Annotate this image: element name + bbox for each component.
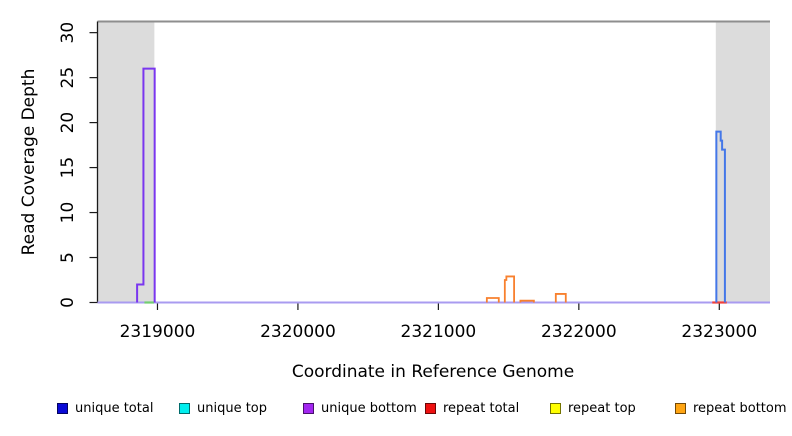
data-series xyxy=(97,67,770,304)
x-tick-label: 2322000 xyxy=(541,322,617,342)
legend-item-unique-total: unique total xyxy=(57,397,153,419)
legend-item-repeat-total: repeat total xyxy=(425,397,519,419)
legend-label: unique top xyxy=(197,400,268,416)
legend-label: repeat total xyxy=(443,400,520,416)
y-axis-title: Read Coverage Depth xyxy=(19,69,39,256)
repeat-top-swatch-icon xyxy=(550,402,561,414)
shaded-regions xyxy=(97,21,770,303)
unique-top-swatch-icon xyxy=(179,402,190,414)
repeat-bottom-swatch-icon xyxy=(675,402,686,414)
y-tick-label: 15 xyxy=(58,157,78,179)
unique-bottom-swatch-icon xyxy=(303,402,314,414)
legend-item-unique-top: unique top xyxy=(179,397,267,419)
series-repeat-bottom xyxy=(485,275,567,303)
y-tick-label: 10 xyxy=(58,202,78,224)
legend-label: unique bottom xyxy=(321,400,417,416)
legend-label: repeat bottom xyxy=(693,400,787,416)
legend-item-repeat-top: repeat top xyxy=(550,397,636,419)
x-tick-label: 2319000 xyxy=(120,322,196,342)
y-tick-label: 0 xyxy=(58,297,78,308)
legend: unique total unique top unique bottom re… xyxy=(0,397,792,421)
y-tick-label: 25 xyxy=(58,67,78,89)
legend-label: unique total xyxy=(75,400,154,416)
legend-item-repeat-bottom: repeat bottom xyxy=(675,397,787,419)
y-tick-label: 5 xyxy=(58,252,78,263)
legend-item-unique-bottom: unique bottom xyxy=(303,397,417,419)
legend-label: repeat top xyxy=(568,400,636,416)
x-axis-title: Coordinate in Reference Genome xyxy=(292,362,574,382)
x-tick-label: 2323000 xyxy=(681,322,757,342)
axis-ticks: 2319000 2320000 2321000 2322000 2323000 0 5 10 1… xyxy=(58,22,757,342)
repeat-total-swatch-icon xyxy=(425,402,436,414)
x-tick-label: 2320000 xyxy=(260,322,336,342)
series-unique-bottom-spike xyxy=(136,67,156,303)
series-unique-total-spike xyxy=(715,130,726,303)
shaded-region xyxy=(97,21,155,303)
x-tick-label: 2321000 xyxy=(401,322,477,342)
y-tick-label: 30 xyxy=(58,22,78,44)
unique-total-swatch-icon xyxy=(57,402,68,414)
y-tick-label: 20 xyxy=(58,112,78,134)
